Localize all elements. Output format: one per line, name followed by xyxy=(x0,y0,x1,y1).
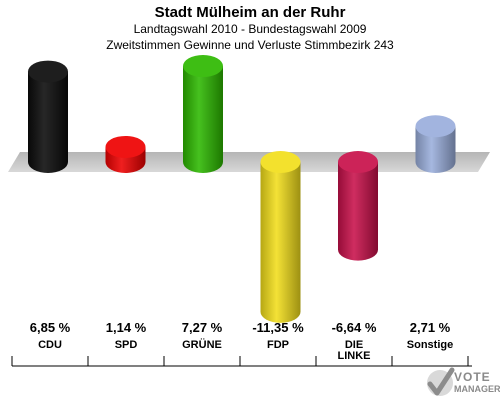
value-label-spd: 1,14 % xyxy=(105,320,147,335)
category-label-line: DIE xyxy=(344,339,364,351)
value-label-fdp: -11,35 % xyxy=(252,320,304,335)
logo-text-vote: VOTE xyxy=(454,370,491,384)
bar-die-linke xyxy=(338,151,378,261)
bar-gruene xyxy=(183,55,223,173)
category-label-line: LINKE xyxy=(337,350,371,362)
category-label-die-linke: DIE LINKE xyxy=(316,340,392,362)
category-label-line: Sonstige xyxy=(406,339,454,351)
category-label-line: CDU xyxy=(38,339,62,351)
bar-spd xyxy=(105,135,146,173)
chart-title: Stadt Mülheim an der Ruhr xyxy=(154,4,346,21)
category-label-line: FDP xyxy=(267,339,289,351)
value-label-die-linke: -6,64 % xyxy=(331,320,377,335)
logo-text-manager: MANAGER xyxy=(454,384,500,394)
category-label-fdp: FDP xyxy=(240,340,316,351)
category-label-line: SPD xyxy=(114,339,138,351)
category-label-spd: SPD xyxy=(88,340,164,351)
bar-cap-spd xyxy=(105,135,146,158)
value-label-gruene: 7,27 % xyxy=(181,320,223,335)
bar-body-fdp xyxy=(260,162,301,323)
value-label-sonstige: 2,71 % xyxy=(409,320,451,335)
bar-cap-die-linke xyxy=(338,151,378,173)
vote-manager-logo: VOTE MANAGER xyxy=(424,366,500,400)
bar-fdp xyxy=(260,151,301,323)
bar-body-die-linke xyxy=(338,162,378,261)
bar-body-gruene xyxy=(183,66,223,173)
value-label-cdu: 6,85 % xyxy=(29,320,71,335)
category-label-cdu: CDU xyxy=(12,340,88,351)
bar-cap-fdp xyxy=(260,151,301,173)
bar-sonstige xyxy=(415,115,456,173)
chart-subtitle-election: Landtagswahl 2010 - Bundestagswahl 2009 xyxy=(133,22,367,36)
bar-body-cdu xyxy=(28,71,68,173)
category-label-line: GRÜNE xyxy=(182,339,222,351)
bar-cap-sonstige xyxy=(415,115,456,138)
bar-cap-gruene xyxy=(183,55,223,78)
checkmark-icon xyxy=(427,367,455,396)
bar-cdu xyxy=(28,60,68,173)
category-label-gruene: GRÜNE xyxy=(164,340,240,351)
bar-body-sonstige xyxy=(415,126,456,173)
bar-cap-cdu xyxy=(28,60,68,83)
chart-subtitle-district: Zweitstimmen Gewinne und Verluste Stimmb… xyxy=(106,38,394,52)
category-label-sonstige: Sonstige xyxy=(392,340,468,351)
